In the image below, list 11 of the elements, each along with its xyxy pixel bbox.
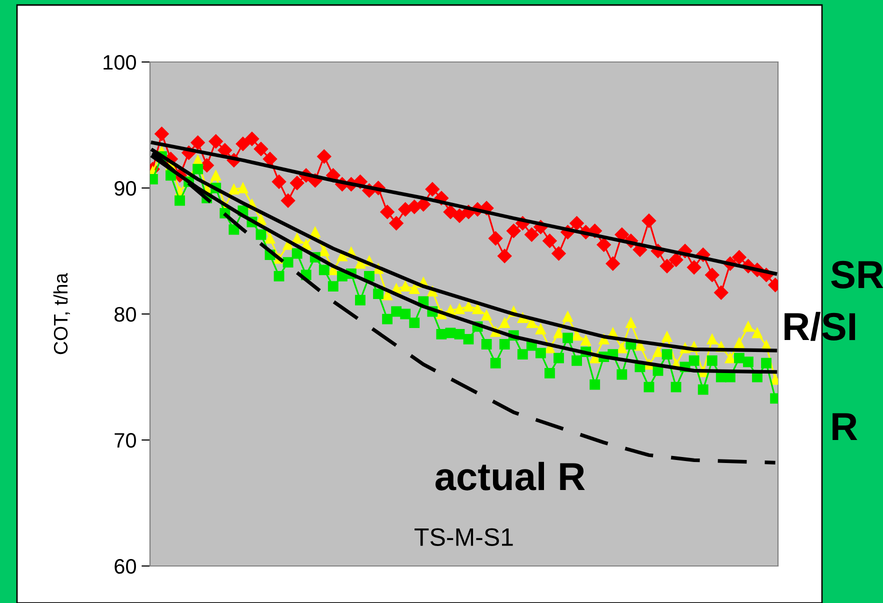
y-tick-label: 70 <box>114 433 136 448</box>
annotation: TS-M-S1 <box>414 528 513 546</box>
series-label: SR <box>831 260 883 288</box>
line-series <box>150 140 778 276</box>
y-tick-label: 90 <box>114 181 136 196</box>
y-tick-label: 80 <box>114 307 136 322</box>
series-label: actual R <box>436 462 585 490</box>
series-label: R <box>832 413 858 440</box>
y-tick-label: 60 <box>114 559 136 574</box>
y-axis-title: COT, t/ha <box>53 272 70 354</box>
y-tick-label: 100 <box>104 55 136 70</box>
